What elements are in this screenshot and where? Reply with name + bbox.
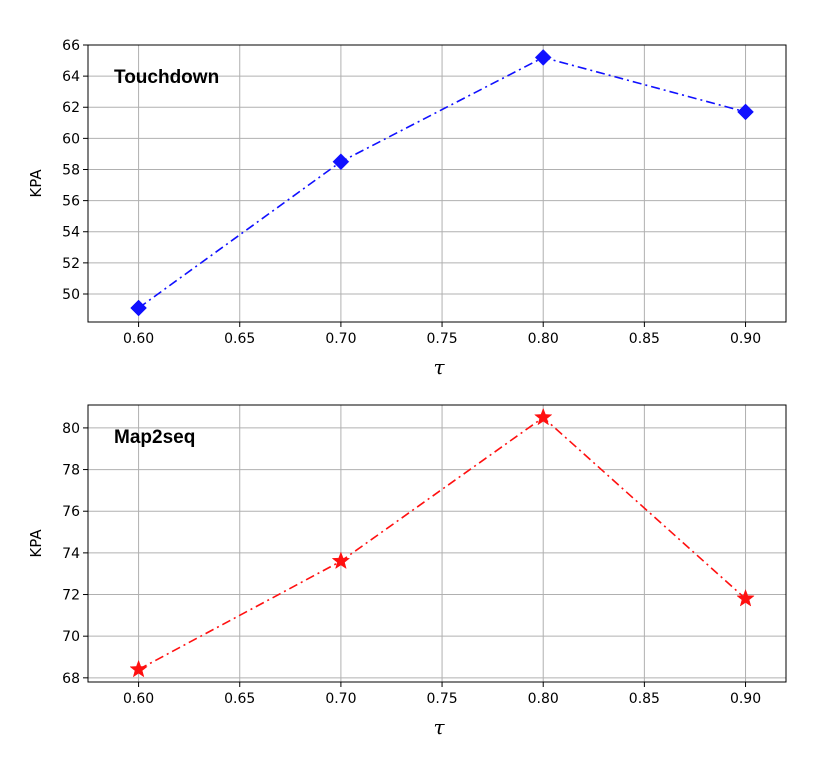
y-tick-label: 62 xyxy=(62,100,80,116)
x-tick-label: 0.60 xyxy=(123,331,154,347)
x-tick-label: 0.65 xyxy=(224,331,255,347)
map2seq-tick-layer: 0.60 0.65 0.70 0.75 0.80 0.85 0.90 68 70 72 74 76 78… xyxy=(62,421,761,707)
y-tick-label: 54 xyxy=(62,225,80,241)
touchdown-y-axis-label: KPA xyxy=(27,169,45,198)
x-tick-label: 0.85 xyxy=(629,331,660,347)
touchdown-data-point xyxy=(534,49,552,66)
y-tick-label: 50 xyxy=(62,287,80,303)
y-tick-label: 52 xyxy=(62,256,80,272)
y-tick-label: 70 xyxy=(62,629,80,645)
y-tick-label: 58 xyxy=(62,162,80,178)
y-tick-label: 80 xyxy=(62,421,80,437)
touchdown-data-point xyxy=(332,153,350,171)
x-tick-label: 0.60 xyxy=(123,691,154,707)
map2seq-data-point xyxy=(736,588,755,607)
map2seq-grid xyxy=(88,405,786,682)
y-tick-label: 64 xyxy=(62,69,80,85)
touchdown-data-point xyxy=(737,103,754,121)
y-tick-label: 74 xyxy=(62,546,80,562)
x-tick-label: 0.65 xyxy=(224,691,255,707)
x-tick-label: 0.70 xyxy=(325,691,356,707)
touchdown-panel: 0.60 0.65 0.70 0.75 0.80 0.85 0.90 50 52 54 56 58 60… xyxy=(27,38,787,379)
x-tick-label: 0.75 xyxy=(426,331,457,347)
x-tick-label: 0.75 xyxy=(426,691,457,707)
y-tick-label: 72 xyxy=(62,588,80,604)
touchdown-series-layer xyxy=(130,49,754,317)
map2seq-data-point xyxy=(533,407,553,426)
x-tick-label: 0.80 xyxy=(528,691,559,707)
map2seq-series-layer xyxy=(129,407,755,678)
y-tick-label: 60 xyxy=(62,131,80,147)
y-tick-label: 66 xyxy=(62,38,80,54)
x-tick-label: 0.90 xyxy=(730,691,761,707)
y-tick-label: 76 xyxy=(62,504,80,520)
x-tick-label: 0.80 xyxy=(528,331,559,347)
x-tick-label: 0.90 xyxy=(730,331,761,347)
touchdown-series-line xyxy=(138,56,746,309)
map2seq-data-point xyxy=(331,551,351,570)
map2seq-x-axis-label: τ xyxy=(433,715,445,739)
y-tick-label: 68 xyxy=(62,671,80,687)
touchdown-grid xyxy=(88,44,786,322)
map2seq-y-axis-label: KPA xyxy=(27,529,45,558)
map2seq-series-line xyxy=(138,416,747,671)
map2seq-plot-frame xyxy=(87,404,787,683)
touchdown-tick-layer: 0.60 0.65 0.70 0.75 0.80 0.85 0.90 50 52 54 56 58 60… xyxy=(62,38,761,347)
map2seq-data-point xyxy=(129,659,148,678)
touchdown-data-point xyxy=(130,299,147,317)
touchdown-plot-frame xyxy=(87,44,787,323)
y-tick-label: 78 xyxy=(62,463,80,479)
x-tick-label: 0.70 xyxy=(325,331,356,347)
map2seq-panel-title: Map2seq xyxy=(114,427,195,448)
map2seq-panel: 0.60 0.65 0.70 0.75 0.80 0.85 0.90 68 70 72 74 76 78… xyxy=(27,404,787,739)
touchdown-panel-title: Touchdown xyxy=(114,67,219,88)
y-tick-label: 56 xyxy=(62,194,80,210)
x-tick-label: 0.85 xyxy=(629,691,660,707)
touchdown-x-axis-label: τ xyxy=(433,355,445,379)
